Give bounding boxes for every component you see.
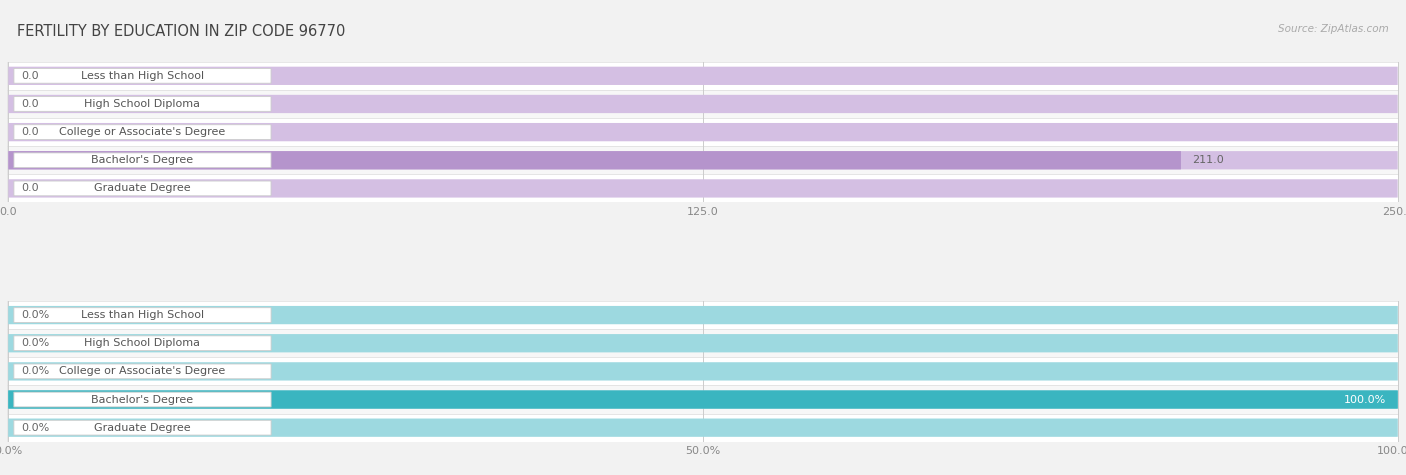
Text: College or Associate's Degree: College or Associate's Degree: [59, 366, 225, 376]
Text: 0.0: 0.0: [21, 71, 38, 81]
Text: 0.0: 0.0: [21, 127, 38, 137]
FancyBboxPatch shape: [14, 153, 271, 168]
Text: Bachelor's Degree: Bachelor's Degree: [91, 395, 194, 405]
FancyBboxPatch shape: [8, 334, 1398, 352]
Bar: [7, 90, 1399, 118]
Text: Bachelor's Degree: Bachelor's Degree: [91, 155, 194, 165]
FancyBboxPatch shape: [14, 364, 271, 379]
FancyBboxPatch shape: [8, 362, 1398, 380]
FancyBboxPatch shape: [8, 306, 1398, 324]
FancyBboxPatch shape: [14, 125, 271, 140]
Bar: [7, 385, 1399, 414]
Text: 100.0%: 100.0%: [1344, 395, 1386, 405]
Bar: [7, 174, 1399, 202]
Text: 0.0%: 0.0%: [21, 338, 49, 348]
Text: 0.0%: 0.0%: [21, 310, 49, 320]
FancyBboxPatch shape: [8, 66, 1398, 85]
FancyBboxPatch shape: [8, 151, 1398, 170]
Text: High School Diploma: High School Diploma: [84, 99, 201, 109]
Text: 0.0%: 0.0%: [21, 366, 49, 376]
FancyBboxPatch shape: [14, 96, 271, 111]
Text: 0.0%: 0.0%: [21, 423, 49, 433]
Text: FERTILITY BY EDUCATION IN ZIP CODE 96770: FERTILITY BY EDUCATION IN ZIP CODE 96770: [17, 24, 346, 39]
Bar: [7, 357, 1399, 385]
Text: 0.0: 0.0: [21, 183, 38, 193]
Text: Less than High School: Less than High School: [82, 71, 204, 81]
FancyBboxPatch shape: [14, 68, 271, 83]
FancyBboxPatch shape: [14, 336, 271, 351]
Bar: [7, 118, 1399, 146]
Text: Graduate Degree: Graduate Degree: [94, 423, 191, 433]
FancyBboxPatch shape: [8, 390, 1398, 408]
Bar: [7, 329, 1399, 357]
FancyBboxPatch shape: [8, 95, 1398, 113]
Bar: [7, 414, 1399, 442]
Bar: [7, 146, 1399, 174]
Text: Graduate Degree: Graduate Degree: [94, 183, 191, 193]
FancyBboxPatch shape: [8, 418, 1398, 437]
FancyBboxPatch shape: [8, 123, 1398, 141]
FancyBboxPatch shape: [14, 308, 271, 323]
FancyBboxPatch shape: [8, 179, 1398, 198]
FancyBboxPatch shape: [14, 392, 271, 407]
Bar: [7, 301, 1399, 329]
Text: Less than High School: Less than High School: [82, 310, 204, 320]
Text: Source: ZipAtlas.com: Source: ZipAtlas.com: [1278, 24, 1389, 34]
Text: 211.0: 211.0: [1192, 155, 1223, 165]
Bar: [7, 62, 1399, 90]
FancyBboxPatch shape: [8, 151, 1181, 170]
FancyBboxPatch shape: [14, 420, 271, 435]
Text: 0.0: 0.0: [21, 99, 38, 109]
Text: High School Diploma: High School Diploma: [84, 338, 201, 348]
FancyBboxPatch shape: [8, 390, 1398, 408]
Text: College or Associate's Degree: College or Associate's Degree: [59, 127, 225, 137]
FancyBboxPatch shape: [14, 181, 271, 196]
